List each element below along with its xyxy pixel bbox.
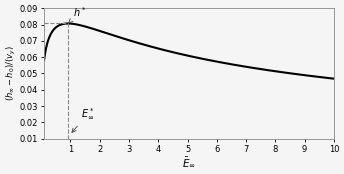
Y-axis label: $(h_{\infty}-h_0)/(v_y)$: $(h_{\infty}-h_0)/(v_y)$ [5,46,18,101]
Text: $h^*$: $h^*$ [68,5,87,23]
Text: $E^*_{\infty}$: $E^*_{\infty}$ [72,107,95,132]
X-axis label: $\bar{E}_{\infty}$: $\bar{E}_{\infty}$ [182,155,196,169]
